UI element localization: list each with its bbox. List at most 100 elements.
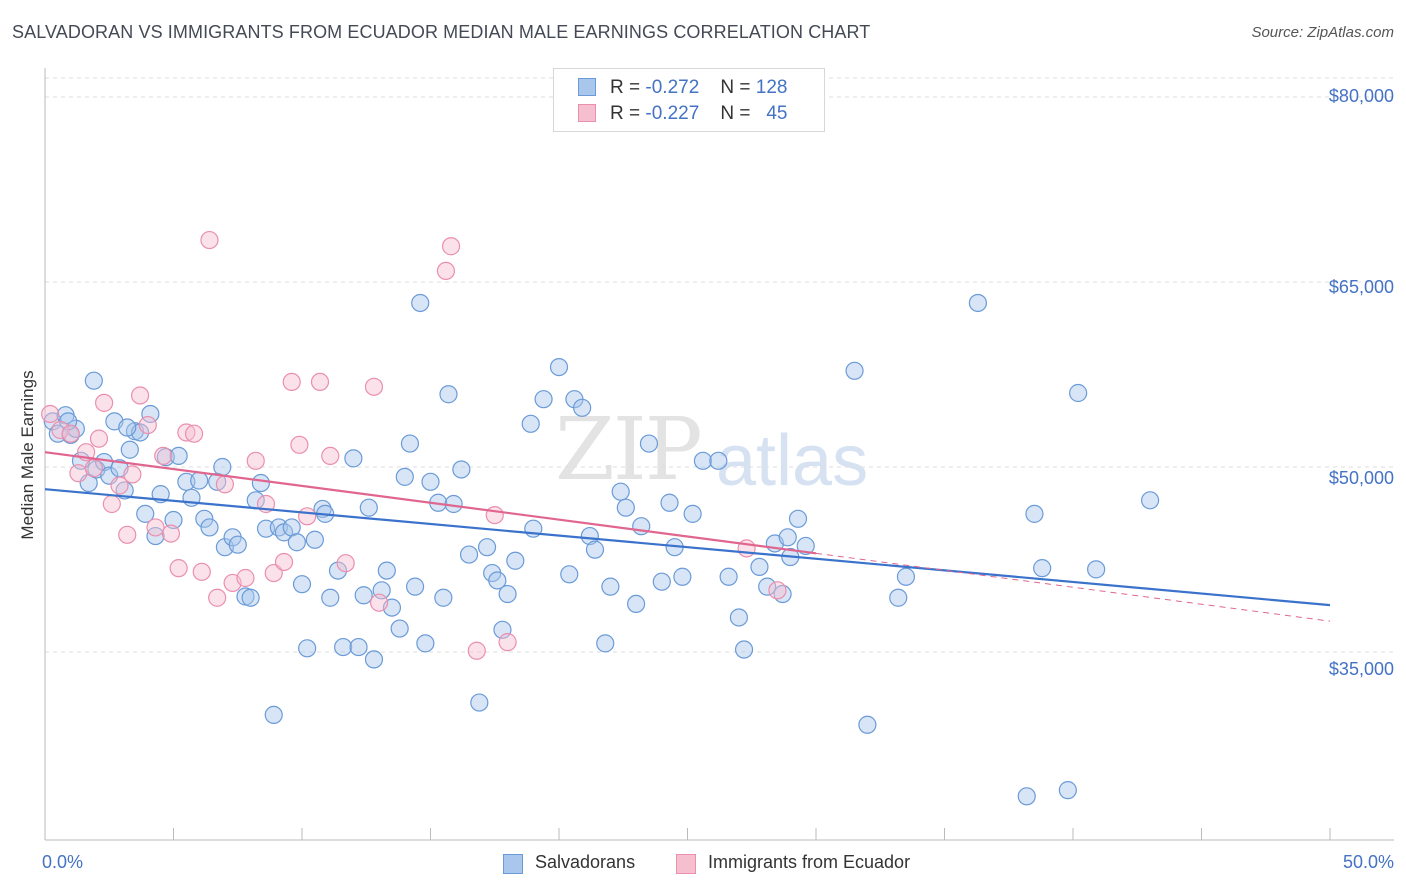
point-ecuador-36 bbox=[364, 377, 384, 396]
n-label: N = bbox=[720, 103, 751, 124]
point-ecuador-8 bbox=[102, 494, 121, 514]
point-salvadorans-106 bbox=[750, 557, 769, 577]
point-salvadorans-99 bbox=[673, 567, 692, 586]
point-salvadorans-112 bbox=[788, 509, 808, 528]
point-salvadorans-92 bbox=[616, 498, 635, 517]
point-salvadorans-35 bbox=[241, 588, 260, 607]
point-salvadorans-107 bbox=[758, 577, 777, 596]
watermark-atlas: atlas bbox=[716, 421, 869, 501]
point-salvadorans-72 bbox=[459, 545, 479, 564]
y-tick-label-35000: $35,000 bbox=[1328, 659, 1394, 679]
y-axis-label: Median Male Earnings bbox=[18, 370, 37, 540]
correlation-legend: R = -0.272 N = 128 R = -0.227 N = 45 bbox=[553, 68, 825, 132]
point-salvadorans-61 bbox=[395, 467, 414, 486]
point-salvadorans-123 bbox=[1069, 383, 1088, 403]
point-ecuador-26 bbox=[246, 451, 265, 470]
point-salvadorans-60 bbox=[390, 619, 409, 638]
point-salvadorans-76 bbox=[488, 571, 507, 590]
legend-swatch-salvadorans bbox=[503, 854, 523, 874]
legend-label-ecuador: Immigrants from Ecuador bbox=[708, 852, 911, 872]
y-tick-label-80000: $80,000 bbox=[1328, 86, 1394, 106]
point-salvadorans-91 bbox=[611, 482, 630, 501]
point-salvadorans-102 bbox=[709, 451, 728, 470]
point-salvadorans-118 bbox=[968, 293, 988, 313]
watermark-zip: ZIP bbox=[555, 400, 703, 500]
point-salvadorans-122 bbox=[1058, 781, 1077, 800]
point-salvadorans-28 bbox=[200, 518, 219, 537]
point-salvadorans-26 bbox=[190, 471, 209, 490]
point-salvadorans-97 bbox=[660, 493, 679, 512]
point-ecuador-33 bbox=[310, 372, 330, 391]
point-salvadorans-38 bbox=[256, 519, 276, 538]
point-salvadorans-18 bbox=[141, 404, 160, 424]
point-salvadorans-43 bbox=[287, 533, 306, 552]
point-ecuador-30 bbox=[282, 372, 301, 391]
y-tick-label-50000: $50,000 bbox=[1328, 468, 1394, 488]
point-ecuador-10 bbox=[118, 525, 137, 544]
point-salvadorans-82 bbox=[534, 390, 553, 409]
point-salvadorans-46 bbox=[305, 530, 324, 549]
point-salvadorans-40 bbox=[269, 518, 288, 537]
point-ecuador-34 bbox=[321, 446, 340, 465]
point-salvadorans-113 bbox=[796, 536, 815, 556]
n-value: 45 bbox=[766, 103, 788, 124]
point-salvadorans-124 bbox=[1087, 560, 1106, 579]
point-salvadorans-55 bbox=[359, 498, 378, 517]
point-ecuador-22 bbox=[208, 588, 227, 607]
point-salvadorans-51 bbox=[334, 637, 353, 657]
x-tick-label-min: 0.0% bbox=[42, 852, 84, 872]
point-salvadorans-33 bbox=[228, 535, 247, 554]
point-ecuador-6 bbox=[89, 429, 109, 448]
point-salvadorans-115 bbox=[858, 715, 877, 734]
point-ecuador-3 bbox=[69, 464, 88, 483]
point-salvadorans-54 bbox=[354, 586, 373, 605]
point-salvadorans-58 bbox=[377, 561, 396, 580]
point-salvadorans-120 bbox=[1025, 504, 1044, 523]
point-salvadorans-49 bbox=[321, 588, 340, 607]
point-salvadorans-62 bbox=[400, 434, 420, 453]
point-ecuador-21 bbox=[200, 230, 219, 250]
point-salvadorans-24 bbox=[177, 472, 196, 491]
point-salvadorans-125 bbox=[1140, 491, 1160, 510]
point-salvadorans-103 bbox=[719, 567, 738, 586]
chart-title: SALVADORAN VS IMMIGRANTS FROM ECUADOR ME… bbox=[12, 22, 871, 42]
point-ecuador-12 bbox=[130, 386, 150, 405]
point-ecuador-28 bbox=[264, 563, 283, 583]
r-label: R = bbox=[610, 103, 641, 124]
point-ecuador-41 bbox=[485, 505, 504, 525]
point-ecuador-16 bbox=[161, 524, 181, 543]
point-salvadorans-39 bbox=[264, 705, 283, 725]
point-ecuador-20 bbox=[192, 562, 211, 581]
point-ecuador-1 bbox=[51, 420, 70, 440]
point-ecuador-42 bbox=[498, 633, 517, 652]
trendline-ecuador-extrapolated bbox=[815, 552, 1331, 622]
point-salvadorans-56 bbox=[364, 650, 384, 669]
point-ecuador-15 bbox=[154, 446, 173, 465]
point-salvadorans-105 bbox=[734, 640, 754, 659]
point-salvadorans-84 bbox=[560, 565, 579, 584]
point-ecuador-18 bbox=[177, 423, 196, 442]
point-ecuador-19 bbox=[184, 424, 204, 443]
point-ecuador-35 bbox=[336, 554, 355, 573]
point-salvadorans-37 bbox=[251, 473, 270, 493]
point-ecuador-31 bbox=[290, 435, 309, 454]
point-salvadorans-80 bbox=[521, 414, 540, 433]
legend-swatch-ecuador bbox=[676, 854, 696, 874]
n-value: 128 bbox=[755, 77, 788, 98]
source-label: Source: ZipAtlas.com bbox=[1251, 24, 1394, 41]
point-salvadorans-13 bbox=[115, 481, 134, 500]
point-salvadorans-68 bbox=[434, 588, 453, 607]
point-salvadorans-88 bbox=[585, 540, 605, 559]
point-salvadorans-110 bbox=[778, 528, 797, 547]
point-salvadorans-90 bbox=[601, 577, 620, 596]
point-salvadorans-119 bbox=[1017, 787, 1036, 806]
point-salvadorans-69 bbox=[439, 385, 458, 404]
point-salvadorans-23 bbox=[169, 446, 188, 465]
point-ecuador-11 bbox=[123, 465, 142, 484]
r-value: -0.272 bbox=[645, 77, 700, 98]
point-ecuador-5 bbox=[84, 459, 103, 478]
point-salvadorans-53 bbox=[349, 637, 368, 657]
point-ecuador-9 bbox=[110, 476, 129, 495]
r-label: R = bbox=[610, 77, 641, 98]
point-salvadorans-93 bbox=[626, 594, 646, 614]
